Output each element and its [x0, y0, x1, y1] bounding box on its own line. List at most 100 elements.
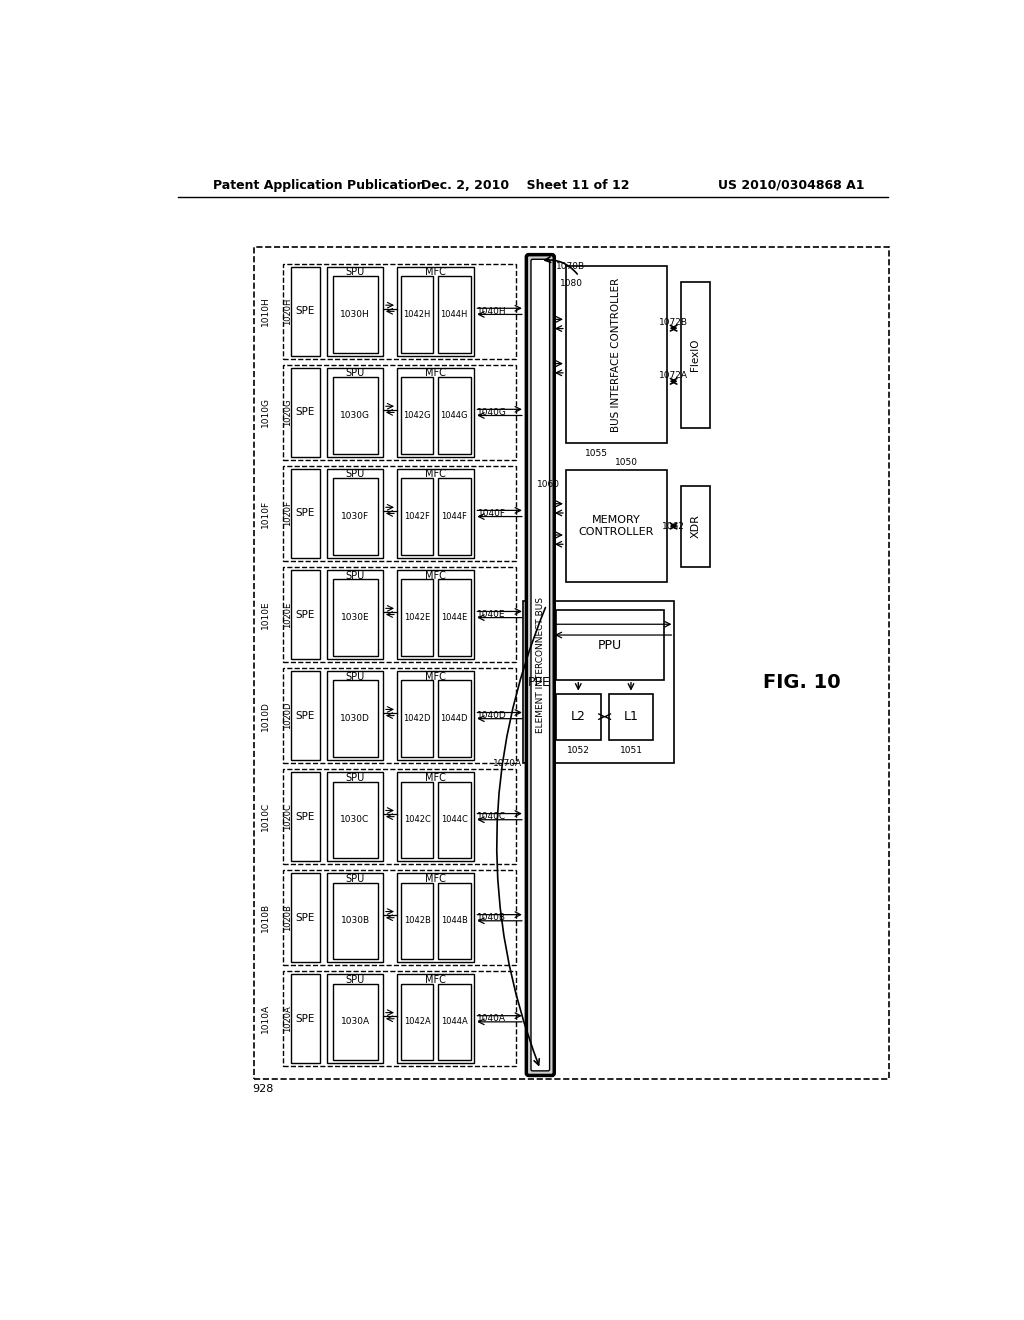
Bar: [397, 267, 474, 355]
Bar: [397, 570, 474, 659]
Text: 1030A: 1030A: [341, 1018, 370, 1027]
Bar: [333, 378, 378, 454]
Text: 1040G: 1040G: [476, 408, 507, 417]
Bar: [283, 364, 515, 459]
Bar: [333, 681, 378, 756]
Bar: [400, 983, 433, 1060]
Text: SPE: SPE: [296, 812, 315, 821]
Text: 1055: 1055: [585, 449, 607, 458]
Text: FlexIO: FlexIO: [690, 338, 700, 371]
Bar: [400, 579, 433, 656]
Bar: [681, 281, 710, 428]
Text: 928: 928: [252, 1084, 273, 1094]
Text: 1010E: 1010E: [261, 601, 270, 628]
Text: 1072A: 1072A: [659, 371, 688, 380]
Text: ELEMENT INTERCONNECT BUS: ELEMENT INTERCONNECT BUS: [536, 597, 545, 733]
Text: 1040D: 1040D: [476, 711, 506, 721]
Text: MFC: MFC: [425, 368, 446, 379]
Bar: [328, 672, 383, 760]
Text: 1040A: 1040A: [477, 1014, 506, 1023]
Bar: [608, 693, 653, 739]
Text: 1040H: 1040H: [476, 306, 506, 315]
Text: 1044B: 1044B: [441, 916, 468, 925]
Text: SPE: SPE: [296, 1014, 315, 1024]
Bar: [400, 781, 433, 858]
Text: MFC: MFC: [425, 974, 446, 985]
Text: SPU: SPU: [345, 772, 365, 783]
Text: 1010F: 1010F: [261, 499, 270, 528]
Text: 1020H: 1020H: [284, 297, 292, 325]
Text: FIG. 10: FIG. 10: [764, 672, 841, 692]
Text: 1072B: 1072B: [659, 318, 688, 326]
Text: US 2010/0304868 A1: US 2010/0304868 A1: [718, 178, 864, 191]
Text: 1010H: 1010H: [261, 297, 270, 326]
Text: 1044G: 1044G: [440, 411, 468, 420]
Bar: [333, 276, 378, 352]
Text: 1010G: 1010G: [261, 397, 270, 428]
Text: 1062: 1062: [663, 521, 685, 531]
Text: 1042A: 1042A: [403, 1018, 430, 1027]
Bar: [438, 681, 471, 756]
Bar: [328, 974, 383, 1063]
Bar: [291, 974, 321, 1063]
Text: 1040B: 1040B: [477, 913, 506, 923]
Bar: [438, 579, 471, 656]
Bar: [397, 974, 474, 1063]
Text: 1030C: 1030C: [340, 816, 370, 824]
Text: 1030D: 1030D: [340, 714, 370, 723]
Bar: [328, 368, 383, 457]
Text: 1042G: 1042G: [403, 411, 431, 420]
Text: SPU: SPU: [345, 874, 365, 883]
Text: 1020G: 1020G: [284, 399, 292, 426]
Text: SPE: SPE: [296, 912, 315, 923]
Text: 1051: 1051: [620, 746, 642, 755]
Bar: [523, 601, 675, 763]
Bar: [283, 568, 515, 663]
Bar: [291, 772, 321, 861]
Text: 1010A: 1010A: [261, 1005, 270, 1034]
Text: SPE: SPE: [296, 508, 315, 519]
Text: 1042F: 1042F: [404, 512, 430, 521]
Text: PPE: PPE: [527, 676, 550, 689]
Text: 1030G: 1030G: [340, 411, 370, 420]
Text: SPE: SPE: [296, 710, 315, 721]
Bar: [400, 276, 433, 352]
Bar: [438, 276, 471, 352]
Text: Patent Application Publication: Patent Application Publication: [213, 178, 426, 191]
Text: 1010D: 1010D: [261, 701, 270, 730]
Bar: [328, 772, 383, 861]
Bar: [328, 874, 383, 962]
Bar: [333, 478, 378, 554]
Bar: [328, 267, 383, 355]
Bar: [254, 247, 889, 1078]
Text: 1020F: 1020F: [284, 500, 292, 527]
Text: MFC: MFC: [425, 268, 446, 277]
Text: 1020E: 1020E: [284, 602, 292, 627]
FancyBboxPatch shape: [531, 259, 550, 1071]
Bar: [438, 378, 471, 454]
Text: 1020C: 1020C: [284, 803, 292, 830]
Bar: [397, 469, 474, 558]
Text: 1060: 1060: [537, 479, 560, 488]
Bar: [333, 579, 378, 656]
Bar: [333, 781, 378, 858]
Text: BUS INTERFACE CONTROLLER: BUS INTERFACE CONTROLLER: [611, 277, 622, 432]
Text: 1042B: 1042B: [403, 916, 430, 925]
Text: 1044E: 1044E: [441, 612, 467, 622]
Bar: [328, 469, 383, 558]
Bar: [291, 469, 321, 558]
Text: SPU: SPU: [345, 470, 365, 479]
Text: 1080: 1080: [560, 280, 583, 288]
Text: PPU: PPU: [598, 639, 623, 652]
Text: 1070A: 1070A: [494, 759, 522, 767]
Text: L1: L1: [624, 710, 638, 723]
Bar: [283, 264, 515, 359]
Bar: [283, 972, 515, 1067]
Bar: [291, 570, 321, 659]
Bar: [397, 772, 474, 861]
Text: 1010C: 1010C: [261, 803, 270, 832]
Bar: [283, 870, 515, 965]
FancyBboxPatch shape: [526, 255, 554, 1076]
Bar: [438, 478, 471, 554]
Bar: [283, 668, 515, 763]
